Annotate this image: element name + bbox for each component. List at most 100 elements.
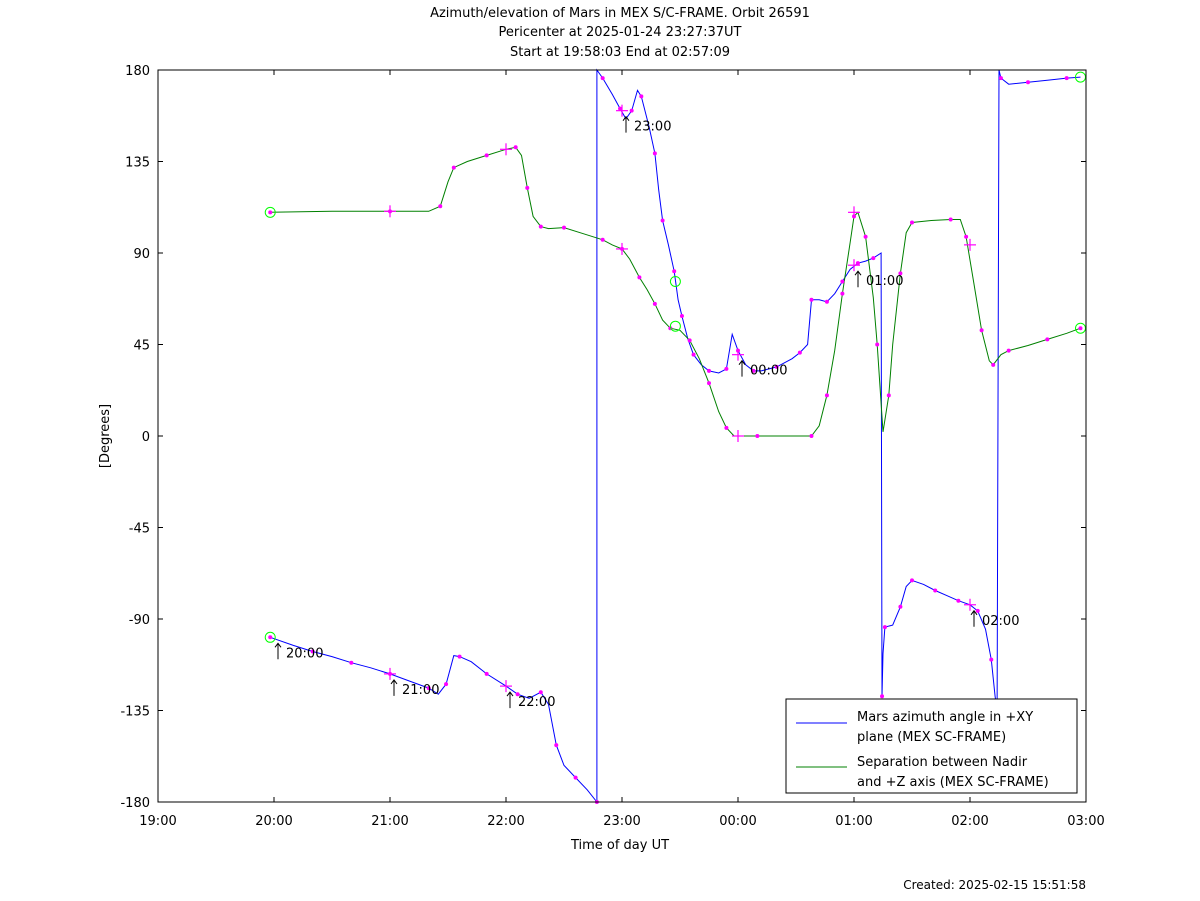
hour-cross-marker bbox=[732, 348, 744, 361]
legend-azimuth-line-1: Mars azimuth angle in +XY bbox=[857, 710, 1033, 725]
separation-data-point bbox=[991, 362, 996, 367]
y-tick-label: -90 bbox=[129, 613, 150, 628]
azimuth-data-point bbox=[774, 364, 779, 369]
x-tick-label: 23:00 bbox=[603, 814, 640, 829]
separation-data-point bbox=[1045, 337, 1050, 342]
azimuth-data-point bbox=[956, 598, 961, 603]
axis-ticks: 19:00 20:00 21:00 22:00 23:00 00:00 01:00 02:00… bbox=[120, 64, 1104, 829]
azimuth-data-point bbox=[855, 261, 860, 266]
hour-cross-marker bbox=[616, 104, 628, 117]
y-tick-label: 180 bbox=[125, 64, 150, 79]
separation-data-point bbox=[562, 225, 566, 230]
start-end-circle-marker bbox=[264, 631, 276, 643]
created-timestamp: Created: 2025-02-15 15:51:58 bbox=[903, 878, 1086, 892]
azimuth-data-point bbox=[679, 314, 684, 319]
azimuth-data-point bbox=[573, 775, 578, 780]
hour-annotation: 20:00 bbox=[274, 642, 323, 661]
separation-data-point bbox=[724, 425, 729, 430]
separation-data-point bbox=[910, 220, 914, 225]
hour-annotation: 02:00 bbox=[970, 609, 1019, 629]
y-tick-label: -180 bbox=[120, 796, 150, 811]
hour-annotation: 22:00 bbox=[506, 691, 555, 710]
start-end-circle-marker bbox=[1074, 322, 1086, 334]
azimuth-data-point bbox=[840, 279, 845, 284]
plot-frame bbox=[157, 69, 1087, 803]
y-tick-label: 90 bbox=[133, 247, 150, 262]
hour-cross-marker bbox=[964, 238, 976, 251]
azimuth-data-point bbox=[880, 694, 885, 699]
azimuth-data-point bbox=[910, 578, 914, 583]
time-markers bbox=[264, 71, 1086, 804]
azimuth-series-line bbox=[270, 68, 1081, 804]
y-tick-label: 135 bbox=[125, 156, 150, 171]
hour-annotation: 21:00 bbox=[390, 679, 439, 698]
azimuth-data-point bbox=[652, 151, 657, 156]
separation-data-point bbox=[809, 434, 814, 438]
separation-data-point bbox=[451, 165, 456, 170]
separation-data-point bbox=[687, 338, 692, 343]
azimuth-data-point bbox=[639, 94, 644, 99]
azimuth-data-point bbox=[933, 588, 938, 593]
hour-annotation-label: 02:00 bbox=[982, 614, 1019, 629]
hour-cross-marker bbox=[500, 680, 512, 693]
azimuth-data-point bbox=[660, 218, 665, 223]
azimuth-data-point bbox=[809, 297, 814, 302]
separation-data-point bbox=[898, 271, 903, 276]
azimuth-data-point bbox=[1064, 76, 1069, 81]
hour-cross-marker bbox=[848, 259, 860, 272]
x-tick-label: 00:00 bbox=[719, 814, 756, 829]
separation-data-point bbox=[268, 210, 273, 215]
separation-data-point bbox=[979, 328, 984, 333]
azimuth-data-point bbox=[484, 671, 489, 676]
x-tick-label: 22:00 bbox=[487, 814, 524, 829]
x-tick-label: 20:00 bbox=[255, 814, 292, 829]
azimuth-data-point bbox=[691, 352, 696, 357]
azimuth-data-point bbox=[349, 660, 354, 665]
y-tick-label: -45 bbox=[129, 522, 150, 537]
hour-annotation-label: 21:00 bbox=[402, 683, 439, 698]
hour-cross-marker bbox=[732, 430, 744, 442]
hour-cross-marker bbox=[384, 205, 396, 218]
separation-data-point bbox=[948, 217, 953, 222]
separation-data-point bbox=[484, 153, 489, 158]
separation-data-point bbox=[863, 234, 868, 239]
separation-data-point bbox=[1006, 348, 1011, 353]
azimuth-data-point bbox=[882, 625, 887, 630]
separation-data-point bbox=[600, 237, 605, 242]
azimuth-data-point bbox=[268, 635, 273, 640]
x-tick-label: 02:00 bbox=[951, 814, 988, 829]
y-tick-label: -135 bbox=[120, 705, 150, 720]
y-tick-label: 0 bbox=[142, 430, 150, 445]
separation-data-point bbox=[707, 381, 711, 386]
separation-data-point bbox=[438, 204, 443, 209]
separation-series-line bbox=[270, 146, 1081, 437]
azimuth-data-point bbox=[629, 108, 634, 113]
hour-annotation-label: 22:00 bbox=[518, 695, 555, 710]
azimuth-data-point bbox=[975, 608, 980, 613]
legend-box bbox=[785, 698, 1078, 794]
x-tick-label: 03:00 bbox=[1067, 814, 1104, 829]
azimuth-data-point bbox=[310, 649, 315, 654]
separation-data-point bbox=[1078, 326, 1083, 331]
start-end-circle-marker bbox=[669, 275, 681, 287]
azimuth-data-point bbox=[444, 682, 449, 687]
azimuth-data-point bbox=[554, 743, 559, 748]
legend-separation-line-1: Separation between Nadir bbox=[857, 755, 1028, 770]
hour-cross-marker bbox=[964, 598, 976, 611]
x-tick-label: 21:00 bbox=[371, 814, 408, 829]
series-lines bbox=[270, 68, 1081, 804]
azimuth-data-point bbox=[1026, 80, 1030, 85]
x-axis-label: Time of day UT bbox=[570, 838, 669, 853]
azimuth-data-point bbox=[426, 686, 431, 691]
hour-annotation-label: 00:00 bbox=[750, 364, 787, 379]
hour-cross-marker bbox=[500, 143, 512, 156]
start-end-circle-marker bbox=[669, 320, 681, 332]
hour-annotation-label: 01:00 bbox=[866, 274, 903, 289]
y-tick-label: 45 bbox=[133, 339, 150, 354]
hour-annotation-label: 20:00 bbox=[286, 646, 323, 661]
azimuth-data-point bbox=[672, 269, 677, 274]
azimuth-data-point bbox=[724, 366, 729, 371]
azimuth-data-point bbox=[898, 604, 903, 609]
separation-data-point bbox=[964, 234, 969, 239]
